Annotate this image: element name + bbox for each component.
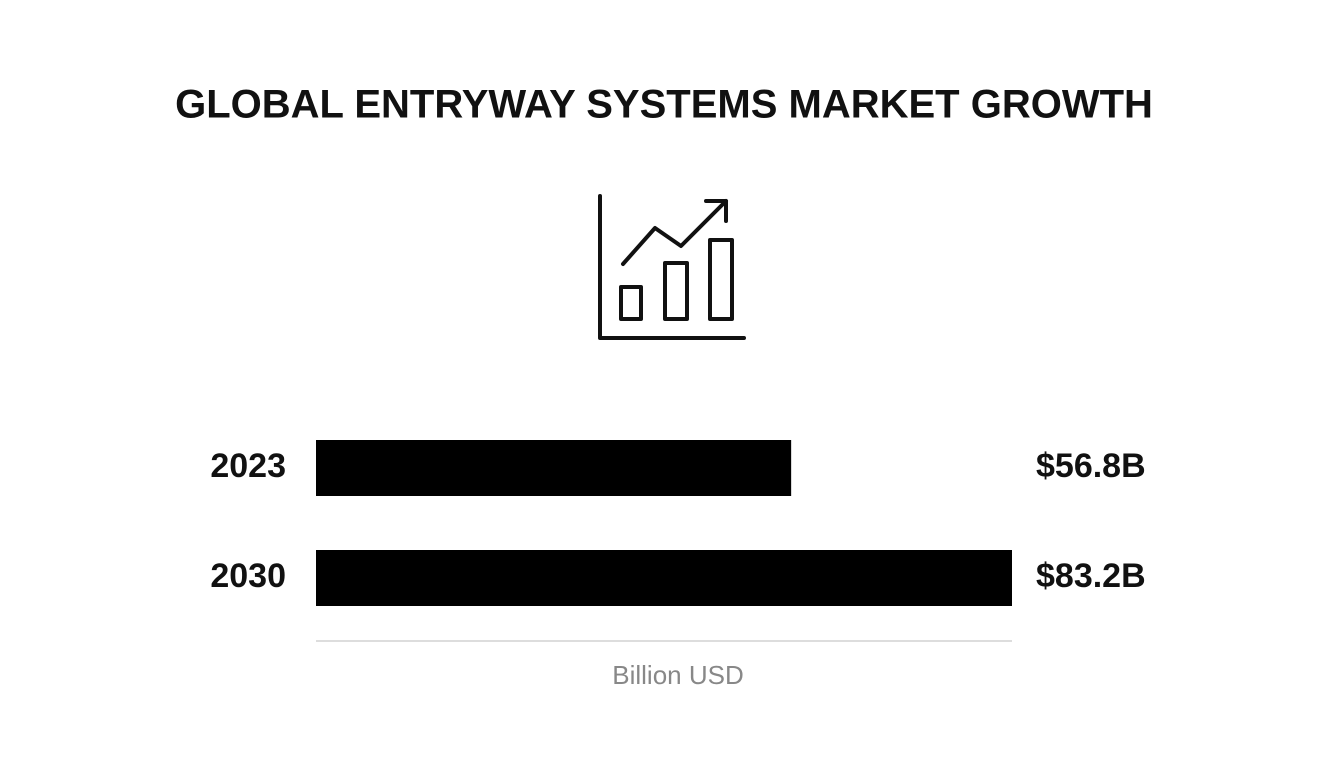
value-label: $56.8B (1036, 447, 1146, 485)
icon-axes (598, 194, 746, 340)
value-label: $83.2B (1036, 557, 1146, 595)
icon-bar (663, 261, 689, 321)
chart-title: GLOBAL ENTRYWAY SYSTEMS MARKET GROWTH (175, 83, 1153, 127)
category-label: 2023 (210, 447, 286, 485)
bar (316, 550, 1012, 606)
icon-bar (619, 285, 643, 321)
x-axis-label: Billion USD (612, 660, 744, 690)
growth-icon (598, 194, 746, 340)
icon-bar (708, 238, 734, 321)
icon-arrowhead (704, 199, 728, 223)
icon-trend (621, 199, 728, 266)
bar (316, 440, 792, 496)
category-label: 2030 (210, 557, 286, 595)
